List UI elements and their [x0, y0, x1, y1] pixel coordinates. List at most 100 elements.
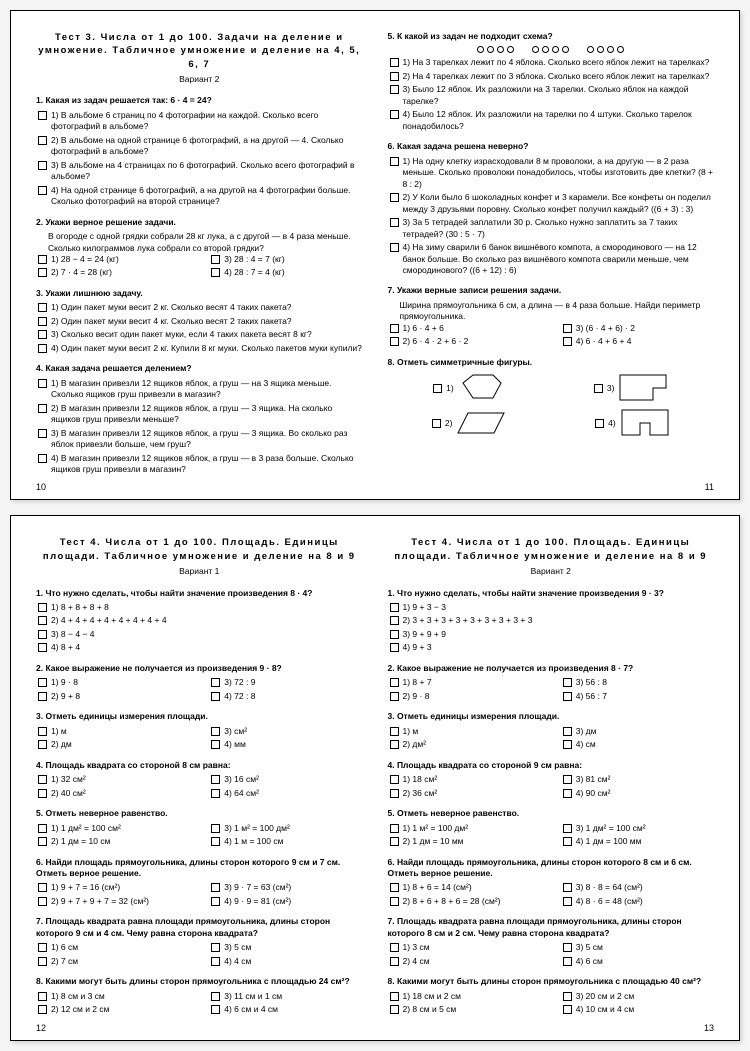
checkbox[interactable]: [38, 992, 47, 1001]
checkbox[interactable]: [211, 837, 220, 846]
checkbox[interactable]: [38, 837, 47, 846]
checkbox[interactable]: [432, 419, 441, 428]
checkbox[interactable]: [38, 643, 47, 652]
checkbox[interactable]: [38, 317, 47, 326]
checkbox[interactable]: [390, 789, 399, 798]
checkbox[interactable]: [563, 824, 572, 833]
checkbox[interactable]: [211, 789, 220, 798]
checkbox[interactable]: [38, 630, 47, 639]
checkbox[interactable]: [390, 603, 399, 612]
checkbox[interactable]: [211, 957, 220, 966]
checkbox[interactable]: [563, 789, 572, 798]
checkbox[interactable]: [38, 330, 47, 339]
checkbox[interactable]: [211, 897, 220, 906]
checkbox[interactable]: [38, 883, 47, 892]
checkbox[interactable]: [211, 775, 220, 784]
checkbox[interactable]: [38, 740, 47, 749]
checkbox[interactable]: [390, 897, 399, 906]
checkbox[interactable]: [390, 740, 399, 749]
checkbox[interactable]: [595, 419, 604, 428]
checkbox[interactable]: [211, 1005, 220, 1014]
checkbox[interactable]: [390, 692, 399, 701]
checkbox[interactable]: [38, 379, 47, 388]
checkbox[interactable]: [38, 692, 47, 701]
checkbox[interactable]: [390, 883, 399, 892]
checkbox[interactable]: [390, 324, 399, 333]
checkbox[interactable]: [563, 337, 572, 346]
checkbox[interactable]: [38, 429, 47, 438]
checkbox[interactable]: [563, 883, 572, 892]
checkbox[interactable]: [563, 957, 572, 966]
checkbox[interactable]: [390, 1005, 399, 1014]
checkbox[interactable]: [390, 85, 399, 94]
checkbox[interactable]: [211, 740, 220, 749]
checkbox[interactable]: [390, 193, 399, 202]
checkbox[interactable]: [390, 943, 399, 952]
checkbox[interactable]: [433, 384, 442, 393]
checkbox[interactable]: [211, 255, 220, 264]
checkbox[interactable]: [390, 992, 399, 1001]
checkbox[interactable]: [38, 727, 47, 736]
checkbox[interactable]: [211, 992, 220, 1001]
checkbox[interactable]: [390, 110, 399, 119]
opt: 4) 9 + 3: [403, 642, 715, 653]
checkbox[interactable]: [38, 789, 47, 798]
checkbox[interactable]: [38, 255, 47, 264]
checkbox[interactable]: [390, 337, 399, 346]
checkbox[interactable]: [211, 268, 220, 277]
checkbox[interactable]: [38, 161, 47, 170]
checkbox[interactable]: [563, 992, 572, 1001]
checkbox[interactable]: [38, 404, 47, 413]
checkbox[interactable]: [38, 943, 47, 952]
checkbox[interactable]: [563, 727, 572, 736]
checkbox[interactable]: [211, 678, 220, 687]
checkbox[interactable]: [390, 58, 399, 67]
checkbox[interactable]: [38, 897, 47, 906]
checkbox[interactable]: [38, 186, 47, 195]
checkbox[interactable]: [390, 643, 399, 652]
checkbox[interactable]: [563, 692, 572, 701]
checkbox[interactable]: [594, 384, 603, 393]
checkbox[interactable]: [38, 603, 47, 612]
checkbox[interactable]: [390, 616, 399, 625]
checkbox[interactable]: [390, 72, 399, 81]
checkbox[interactable]: [38, 344, 47, 353]
checkbox[interactable]: [38, 616, 47, 625]
checkbox[interactable]: [563, 837, 572, 846]
checkbox[interactable]: [390, 157, 399, 166]
checkbox[interactable]: [38, 136, 47, 145]
checkbox[interactable]: [38, 775, 47, 784]
checkbox[interactable]: [390, 775, 399, 784]
checkbox[interactable]: [38, 454, 47, 463]
checkbox[interactable]: [563, 1005, 572, 1014]
q-head: 5. Отметь неверное равенство.: [388, 808, 715, 819]
checkbox[interactable]: [563, 678, 572, 687]
checkbox[interactable]: [38, 824, 47, 833]
checkbox[interactable]: [38, 678, 47, 687]
checkbox[interactable]: [211, 692, 220, 701]
checkbox[interactable]: [211, 727, 220, 736]
checkbox[interactable]: [38, 303, 47, 312]
checkbox[interactable]: [390, 678, 399, 687]
checkbox[interactable]: [563, 740, 572, 749]
checkbox[interactable]: [563, 324, 572, 333]
checkbox[interactable]: [390, 243, 399, 252]
checkbox[interactable]: [211, 824, 220, 833]
checkbox[interactable]: [211, 883, 220, 892]
checkbox[interactable]: [563, 943, 572, 952]
q-head: 2. Укажи верное решение задачи.: [36, 217, 363, 228]
checkbox[interactable]: [38, 1005, 47, 1014]
checkbox[interactable]: [390, 630, 399, 639]
checkbox[interactable]: [38, 268, 47, 277]
checkbox[interactable]: [38, 957, 47, 966]
checkbox[interactable]: [390, 957, 399, 966]
checkbox[interactable]: [563, 897, 572, 906]
opt: 1) м: [403, 726, 419, 737]
checkbox[interactable]: [211, 943, 220, 952]
checkbox[interactable]: [390, 727, 399, 736]
checkbox[interactable]: [563, 775, 572, 784]
checkbox[interactable]: [390, 837, 399, 846]
checkbox[interactable]: [38, 111, 47, 120]
checkbox[interactable]: [390, 218, 399, 227]
checkbox[interactable]: [390, 824, 399, 833]
